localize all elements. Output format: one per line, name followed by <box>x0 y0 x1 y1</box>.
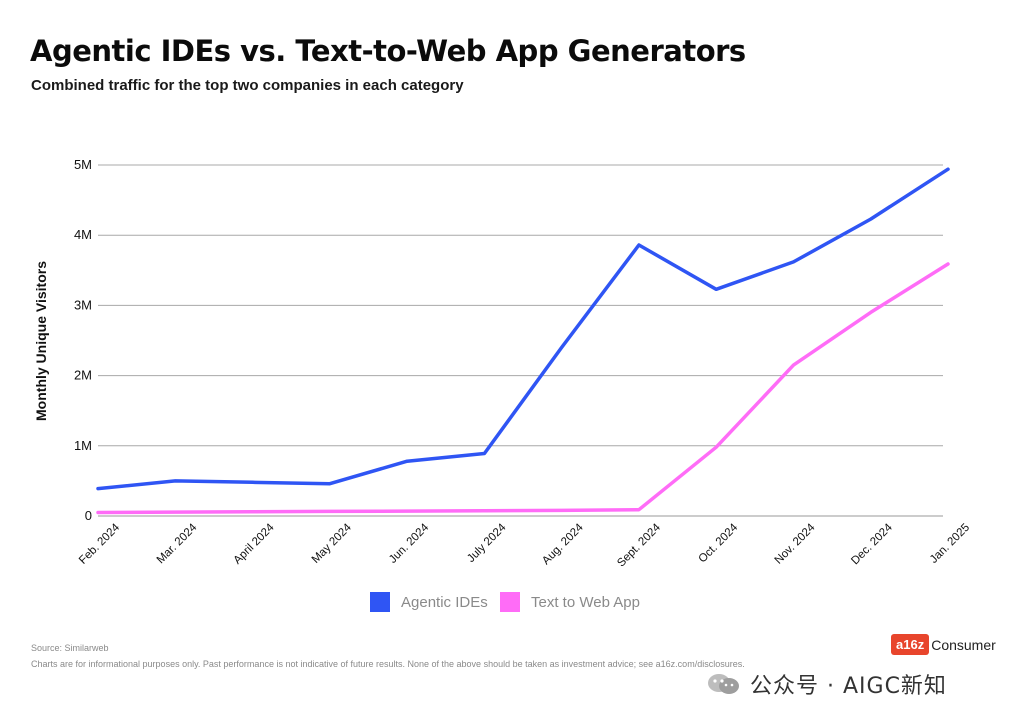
grid-lines <box>98 164 943 517</box>
x-tick-label: Mar. 2024 <box>155 521 200 566</box>
x-tick-label: May 2024 <box>310 521 355 566</box>
legend: Agentic IDEs Text to Web App <box>370 592 640 612</box>
x-tick-label: Sept. 2024 <box>615 521 663 569</box>
x-tick-label: Nov. 2024 <box>773 521 818 566</box>
x-tick-label: Jan. 2025 <box>928 522 972 566</box>
legend-swatch <box>370 592 390 612</box>
x-tick-labels: Feb. 2024 Mar. 2024 April 2024 May 2024 Jun.… <box>77 521 972 569</box>
x-tick-label: Feb. 2024 <box>77 521 123 567</box>
chart-title: Agentic IDEs vs. Text-to-Web App Generat… <box>30 34 746 68</box>
x-tick-label: Jun. 2024 <box>387 521 432 566</box>
x-tick-label: Oct. 2024 <box>697 521 741 565</box>
series-line-text-to-web-app <box>96 262 950 515</box>
y-tick-label: 5M <box>74 157 92 172</box>
brand-label: Consumer <box>931 636 996 653</box>
legend-label: Agentic IDEs <box>401 594 488 611</box>
legend-label: Text to Web App <box>531 594 640 611</box>
y-tick-label: 1M <box>74 438 92 453</box>
y-tick-labels: 0 1M 2M 3M 4M 5M <box>74 157 92 523</box>
x-tick-label: Dec. 2024 <box>849 521 895 567</box>
legend-swatch <box>500 592 520 612</box>
y-axis-label: Monthly Unique Visitors <box>33 261 49 421</box>
wechat-icon <box>708 674 739 694</box>
x-tick-label: Aug. 2024 <box>540 521 586 567</box>
y-tick-label: 3M <box>74 297 92 312</box>
series-lines <box>96 167 950 515</box>
series-line-agentic-ides <box>96 167 950 491</box>
x-tick-label: July 2024 <box>465 521 509 565</box>
y-tick-label: 4M <box>74 227 92 242</box>
watermark: 公众号 · AIGC新知 <box>706 668 947 700</box>
y-tick-label: 0 <box>85 508 92 523</box>
disclaimer-note: Charts are for informational purposes on… <box>31 659 745 669</box>
x-tick-label: April 2024 <box>232 521 278 567</box>
source-note: Source: Similarweb <box>31 643 109 653</box>
chart-subtitle: Combined traffic for the top two compani… <box>31 77 464 94</box>
brand-logo: a16z Consumer <box>891 634 996 655</box>
a16z-logo: a16z <box>891 634 930 655</box>
watermark-text: 公众号 · AIGC新知 <box>750 674 947 699</box>
y-tick-label: 2M <box>74 368 92 383</box>
